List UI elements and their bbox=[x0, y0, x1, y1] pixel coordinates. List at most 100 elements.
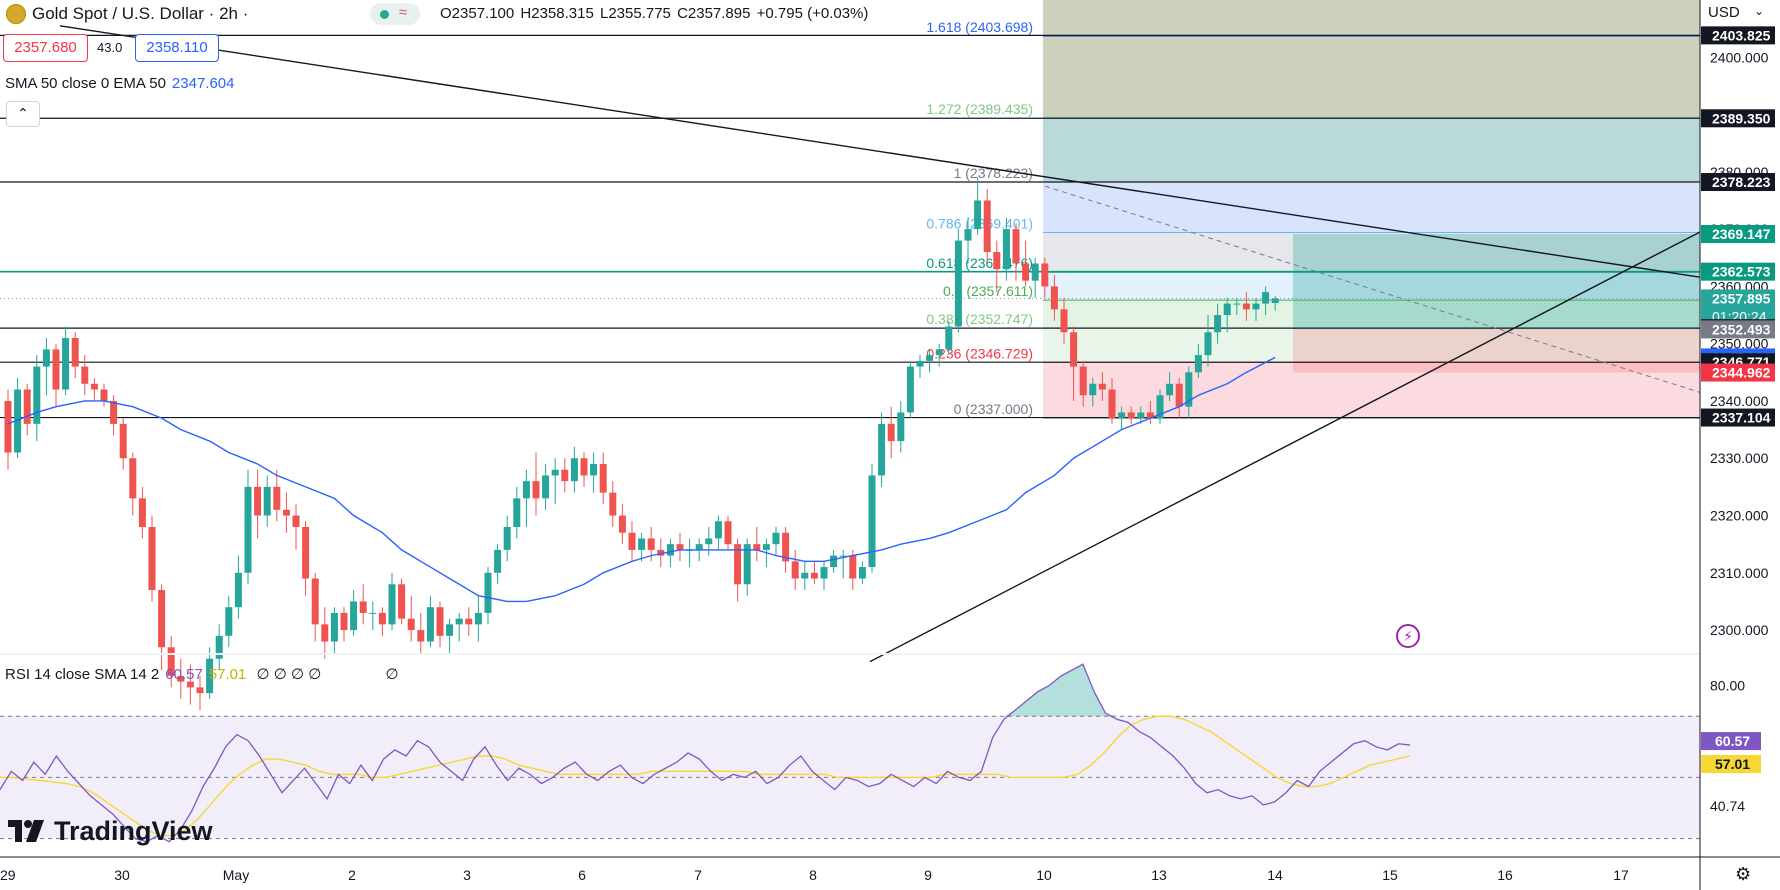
candle-body bbox=[1194, 355, 1202, 373]
candle-body bbox=[868, 475, 876, 568]
fib-zone-1 bbox=[1043, 182, 1700, 233]
data-stream-icon: ≈ bbox=[399, 4, 408, 21]
candle-body bbox=[762, 544, 770, 550]
candle-body bbox=[398, 584, 406, 619]
fib-zone-1.272 bbox=[1043, 117, 1700, 183]
candle-body bbox=[801, 572, 809, 579]
ohlc-readout: O2357.100 H2358.315 L2355.775 C2357.895 … bbox=[440, 5, 870, 22]
gear-icon[interactable]: ⚙ bbox=[1735, 864, 1752, 884]
candle-body bbox=[772, 532, 780, 545]
buy-button[interactable]: 2358.110 bbox=[135, 34, 219, 62]
candle-body bbox=[350, 601, 358, 631]
price-badge-label: 2362.573 bbox=[1712, 264, 1771, 280]
candle-body bbox=[503, 526, 511, 550]
candle-body bbox=[1002, 229, 1010, 270]
candle-body bbox=[1223, 303, 1231, 316]
sell-button[interactable]: 2357.680 bbox=[3, 34, 88, 62]
candle-body bbox=[158, 589, 166, 648]
fib-label-0.5: 0.5 (2357.611) bbox=[943, 283, 1033, 299]
candle-body bbox=[695, 544, 703, 550]
fib-zone-0.618 bbox=[1043, 272, 1700, 301]
time-tick-label: 30 bbox=[114, 867, 130, 883]
candle-body bbox=[810, 572, 818, 579]
sma-legend-label: SMA 50 close 0 EMA 50 bbox=[5, 75, 166, 92]
candle-body bbox=[954, 240, 962, 327]
time-tick-label: 6 bbox=[578, 867, 586, 883]
candle-body bbox=[484, 572, 492, 613]
candle-body bbox=[1156, 395, 1164, 419]
candle-body bbox=[724, 521, 732, 545]
price-badge: 2378.223 bbox=[1701, 173, 1775, 192]
gold-symbol-icon bbox=[6, 4, 26, 24]
candle-body bbox=[273, 486, 281, 510]
price-badge-label: 2403.825 bbox=[1712, 27, 1771, 43]
price-badge: 2362.573 bbox=[1701, 262, 1775, 281]
fib-zone-0.786 bbox=[1043, 232, 1700, 273]
rsi-line bbox=[0, 663, 1411, 843]
market-status-pill[interactable]: ≈ bbox=[370, 3, 420, 25]
sma-legend[interactable]: SMA 50 close 0 EMA 50 2347.604 bbox=[5, 75, 235, 92]
candle-body bbox=[1050, 286, 1058, 310]
price-badge-bg bbox=[1701, 363, 1775, 382]
fib-zone-0.236 bbox=[1043, 362, 1700, 419]
candle-body bbox=[330, 612, 338, 642]
candle-body bbox=[1271, 298, 1279, 304]
candle-body bbox=[1137, 412, 1145, 419]
candles-group bbox=[4, 177, 1279, 711]
candle-body bbox=[580, 458, 588, 476]
rsi-badge-label: 60.57 bbox=[1715, 733, 1750, 749]
candle-body bbox=[215, 635, 223, 659]
ohlc-low: L2355.775 bbox=[599, 5, 671, 22]
candle-body bbox=[311, 578, 319, 625]
candle-body bbox=[734, 544, 742, 585]
price-badge-bg bbox=[1701, 320, 1775, 339]
candle-body bbox=[110, 400, 118, 424]
candle-body bbox=[1262, 292, 1270, 304]
candle-body bbox=[282, 509, 290, 516]
price-badge: 2369.147 bbox=[1701, 225, 1775, 244]
candle-body bbox=[522, 481, 530, 499]
candle-body bbox=[849, 555, 857, 579]
candle-body bbox=[196, 687, 204, 694]
ohlc-close: C2357.895 bbox=[677, 5, 751, 22]
candle-body bbox=[465, 618, 473, 625]
rsi-legend[interactable]: RSI 14 close SMA 14 2 60.57 57.01 ∅ ∅ ∅ ∅ … bbox=[5, 665, 399, 683]
collapse-legend-button[interactable]: ⌃ bbox=[6, 101, 40, 127]
candle-body bbox=[225, 607, 233, 636]
candle-body bbox=[62, 337, 70, 390]
candle-body bbox=[666, 544, 674, 556]
position-stop-zone bbox=[1293, 329, 1700, 373]
ascending-trendline bbox=[869, 231, 1701, 663]
candle-body bbox=[561, 469, 569, 482]
candle-body bbox=[782, 532, 790, 562]
candle-body bbox=[1252, 303, 1260, 310]
candle-body bbox=[945, 326, 953, 350]
candle-body bbox=[1185, 372, 1193, 407]
candle-body bbox=[455, 618, 463, 625]
candle-body bbox=[292, 515, 300, 527]
candle-body bbox=[407, 618, 415, 631]
rsi-legend-label: RSI 14 close SMA 14 2 bbox=[5, 666, 160, 683]
position-target-zone bbox=[1293, 234, 1700, 330]
candle-body bbox=[263, 486, 271, 516]
fib-label-1: 1 (2378.223) bbox=[954, 165, 1033, 181]
lightning-icon[interactable]: ⚡ bbox=[1396, 624, 1420, 648]
price-tick-label: 2310.000 bbox=[1710, 565, 1769, 581]
rsi-badge-bg bbox=[1701, 754, 1761, 773]
candle-body bbox=[974, 200, 982, 230]
candle-body bbox=[820, 567, 828, 579]
candle-body bbox=[1098, 383, 1106, 390]
candle-body bbox=[1022, 263, 1030, 281]
price-badge: 2389.350 bbox=[1701, 109, 1775, 128]
currency-selector[interactable]: USD ⌄ bbox=[1708, 4, 1768, 26]
candle-body bbox=[1242, 303, 1250, 310]
candle-body bbox=[657, 549, 665, 556]
symbol-title[interactable]: Gold Spot / U.S. Dollar · 2h · bbox=[32, 4, 249, 23]
candle-body bbox=[570, 458, 578, 482]
candle-body bbox=[628, 532, 636, 550]
time-tick-label: 13 bbox=[1151, 867, 1167, 883]
candle-body bbox=[1060, 309, 1068, 333]
candle-body bbox=[887, 423, 895, 442]
sma-legend-value: 2347.604 bbox=[171, 75, 235, 92]
